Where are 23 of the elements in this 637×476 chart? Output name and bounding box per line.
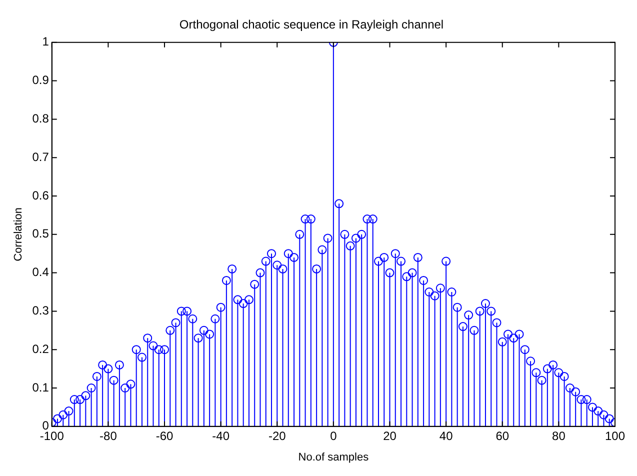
chart-title: Orthogonal chaotic sequence in Rayleigh channel [179, 18, 444, 32]
y-tick-label: 0.4 [32, 265, 50, 280]
x-tick-label: -20 [268, 428, 286, 443]
x-tick-label: 60 [496, 428, 510, 443]
x-tick-label: -80 [100, 428, 118, 443]
y-tick-label: 1 [42, 34, 50, 49]
x-tick-label: 20 [383, 428, 397, 443]
y-tick-label: 0.7 [32, 150, 50, 164]
y-tick-label: 0.2 [32, 342, 50, 356]
y-tick-label: 0.1 [32, 380, 50, 394]
y-tick-label: 0.9 [32, 73, 50, 88]
y-tick-label: 0.5 [32, 226, 50, 241]
y-tick-label: 0.8 [32, 112, 50, 126]
x-tick-label: -40 [212, 428, 230, 443]
x-tick-label: 40 [439, 428, 454, 443]
x-tick-label: -60 [156, 428, 174, 443]
y-tick-label: 0.3 [32, 304, 50, 318]
y-tick-label: 0.6 [32, 188, 50, 202]
x-tick-label: 100 [604, 428, 626, 443]
x-axis-title: No.of samples [298, 451, 370, 464]
x-tick-label: 0 [330, 428, 338, 443]
y-axis-title: Correlation [12, 207, 25, 262]
x-tick-label: 80 [552, 428, 566, 443]
